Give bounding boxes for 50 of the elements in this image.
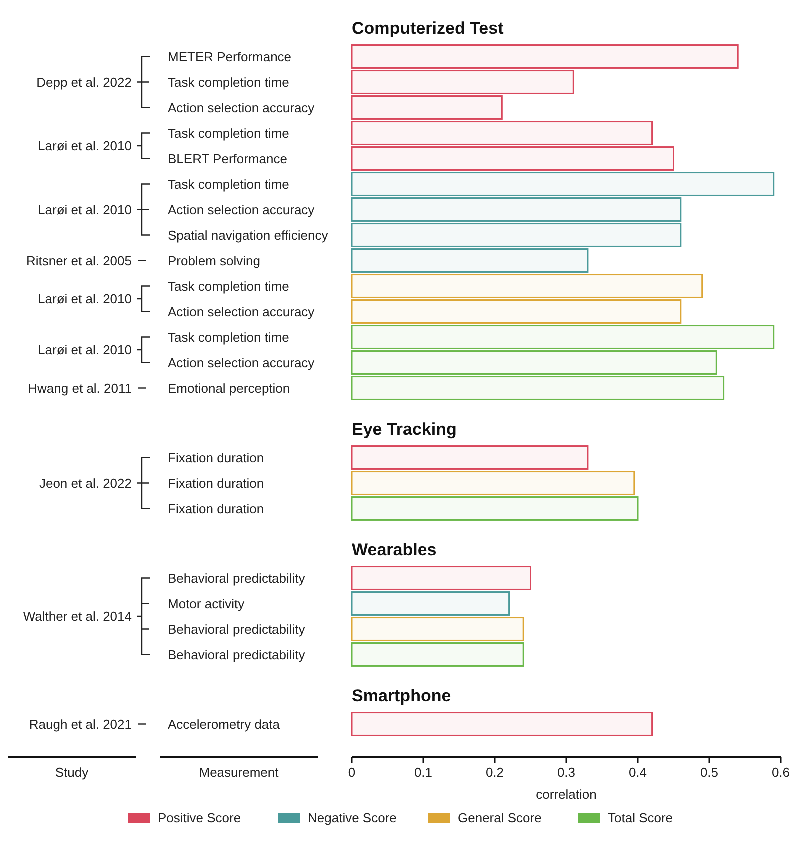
x-tick-label: 0.3 <box>557 765 576 780</box>
y-axis-title: Walther et al. 2014 <box>23 609 132 624</box>
y-tick-label: Fixation duration <box>168 501 264 516</box>
y-tick-label: Fixation duration <box>168 450 264 466</box>
x-tick-label: 0.6 <box>772 765 790 780</box>
y-tick-label: Emotional perception <box>168 380 290 396</box>
y-tick-label: METER Performance <box>168 49 292 64</box>
chart-title: Eye Tracking <box>352 420 457 439</box>
y-axis-title: Raugh et al. 2021 <box>29 716 132 732</box>
y-tick-label: BLERT Performance <box>168 151 288 166</box>
x-tick-label: 0.1 <box>414 765 433 780</box>
y-tick-label: Task completion time <box>168 126 290 141</box>
x-axis-title: correlation <box>536 787 597 802</box>
y-axis-title: Larøi et al. 2010 <box>38 342 132 358</box>
y-axis-title: Jeon et al. 2022 <box>39 476 132 491</box>
y-axis-title: Ritsner et al. 2005 <box>26 253 132 268</box>
y-axis-title: Larøi et al. 2010 <box>38 138 132 154</box>
y-axis-title: Larøi et al. 2010 <box>38 292 132 307</box>
y-tick-label: Action selection accuracy <box>168 304 316 320</box>
text: Study <box>55 765 90 780</box>
text: Measurement <box>199 765 280 780</box>
chart-title: Smartphone <box>352 686 452 706</box>
y-axis-title: Depp et al. 2022 <box>36 74 132 90</box>
y-tick-label: Action selection accuracy <box>168 100 316 116</box>
y-tick-label: Spatial navigation efficiency <box>168 228 329 243</box>
y-tick-label: Action selection accuracy <box>168 202 316 218</box>
x-tick-label: 0.4 <box>628 765 648 780</box>
y-tick-label: Accelerometry data <box>168 716 281 732</box>
y-axis-title: Hwang et al. 2011 <box>28 380 132 396</box>
y-tick-label: Task completion time <box>168 278 290 294</box>
legend-label: General Score <box>458 810 542 826</box>
y-tick-label: Problem solving <box>168 253 260 268</box>
y-axis-title: Larøi et al. 2010 <box>38 202 132 218</box>
y-tick-label: Task completion time <box>168 74 290 90</box>
x-tick-label: 0 <box>348 765 356 780</box>
y-tick-label: Behavioral predictability <box>168 647 306 662</box>
legend-label: Positive Score <box>158 810 242 826</box>
y-tick-label: Action selection accuracy <box>168 355 316 370</box>
legend-label: Total Score <box>608 810 674 826</box>
y-tick-label: Motor activity <box>168 596 246 612</box>
y-tick-label: Task completion time <box>168 330 290 345</box>
chart-title: Computerized Test <box>352 19 504 38</box>
x-tick-label: 0.5 <box>700 765 719 780</box>
x-tick-label: 0.2 <box>486 765 504 780</box>
y-tick-label: Fixation duration <box>168 476 264 491</box>
legend-label: Negative Score <box>308 810 397 826</box>
y-tick-label: Task completion time <box>168 176 290 192</box>
y-tick-label: Behavioral predictability <box>168 570 306 586</box>
y-tick-label: Behavioral predictability <box>168 622 306 637</box>
chart-title: Wearables <box>352 540 437 560</box>
